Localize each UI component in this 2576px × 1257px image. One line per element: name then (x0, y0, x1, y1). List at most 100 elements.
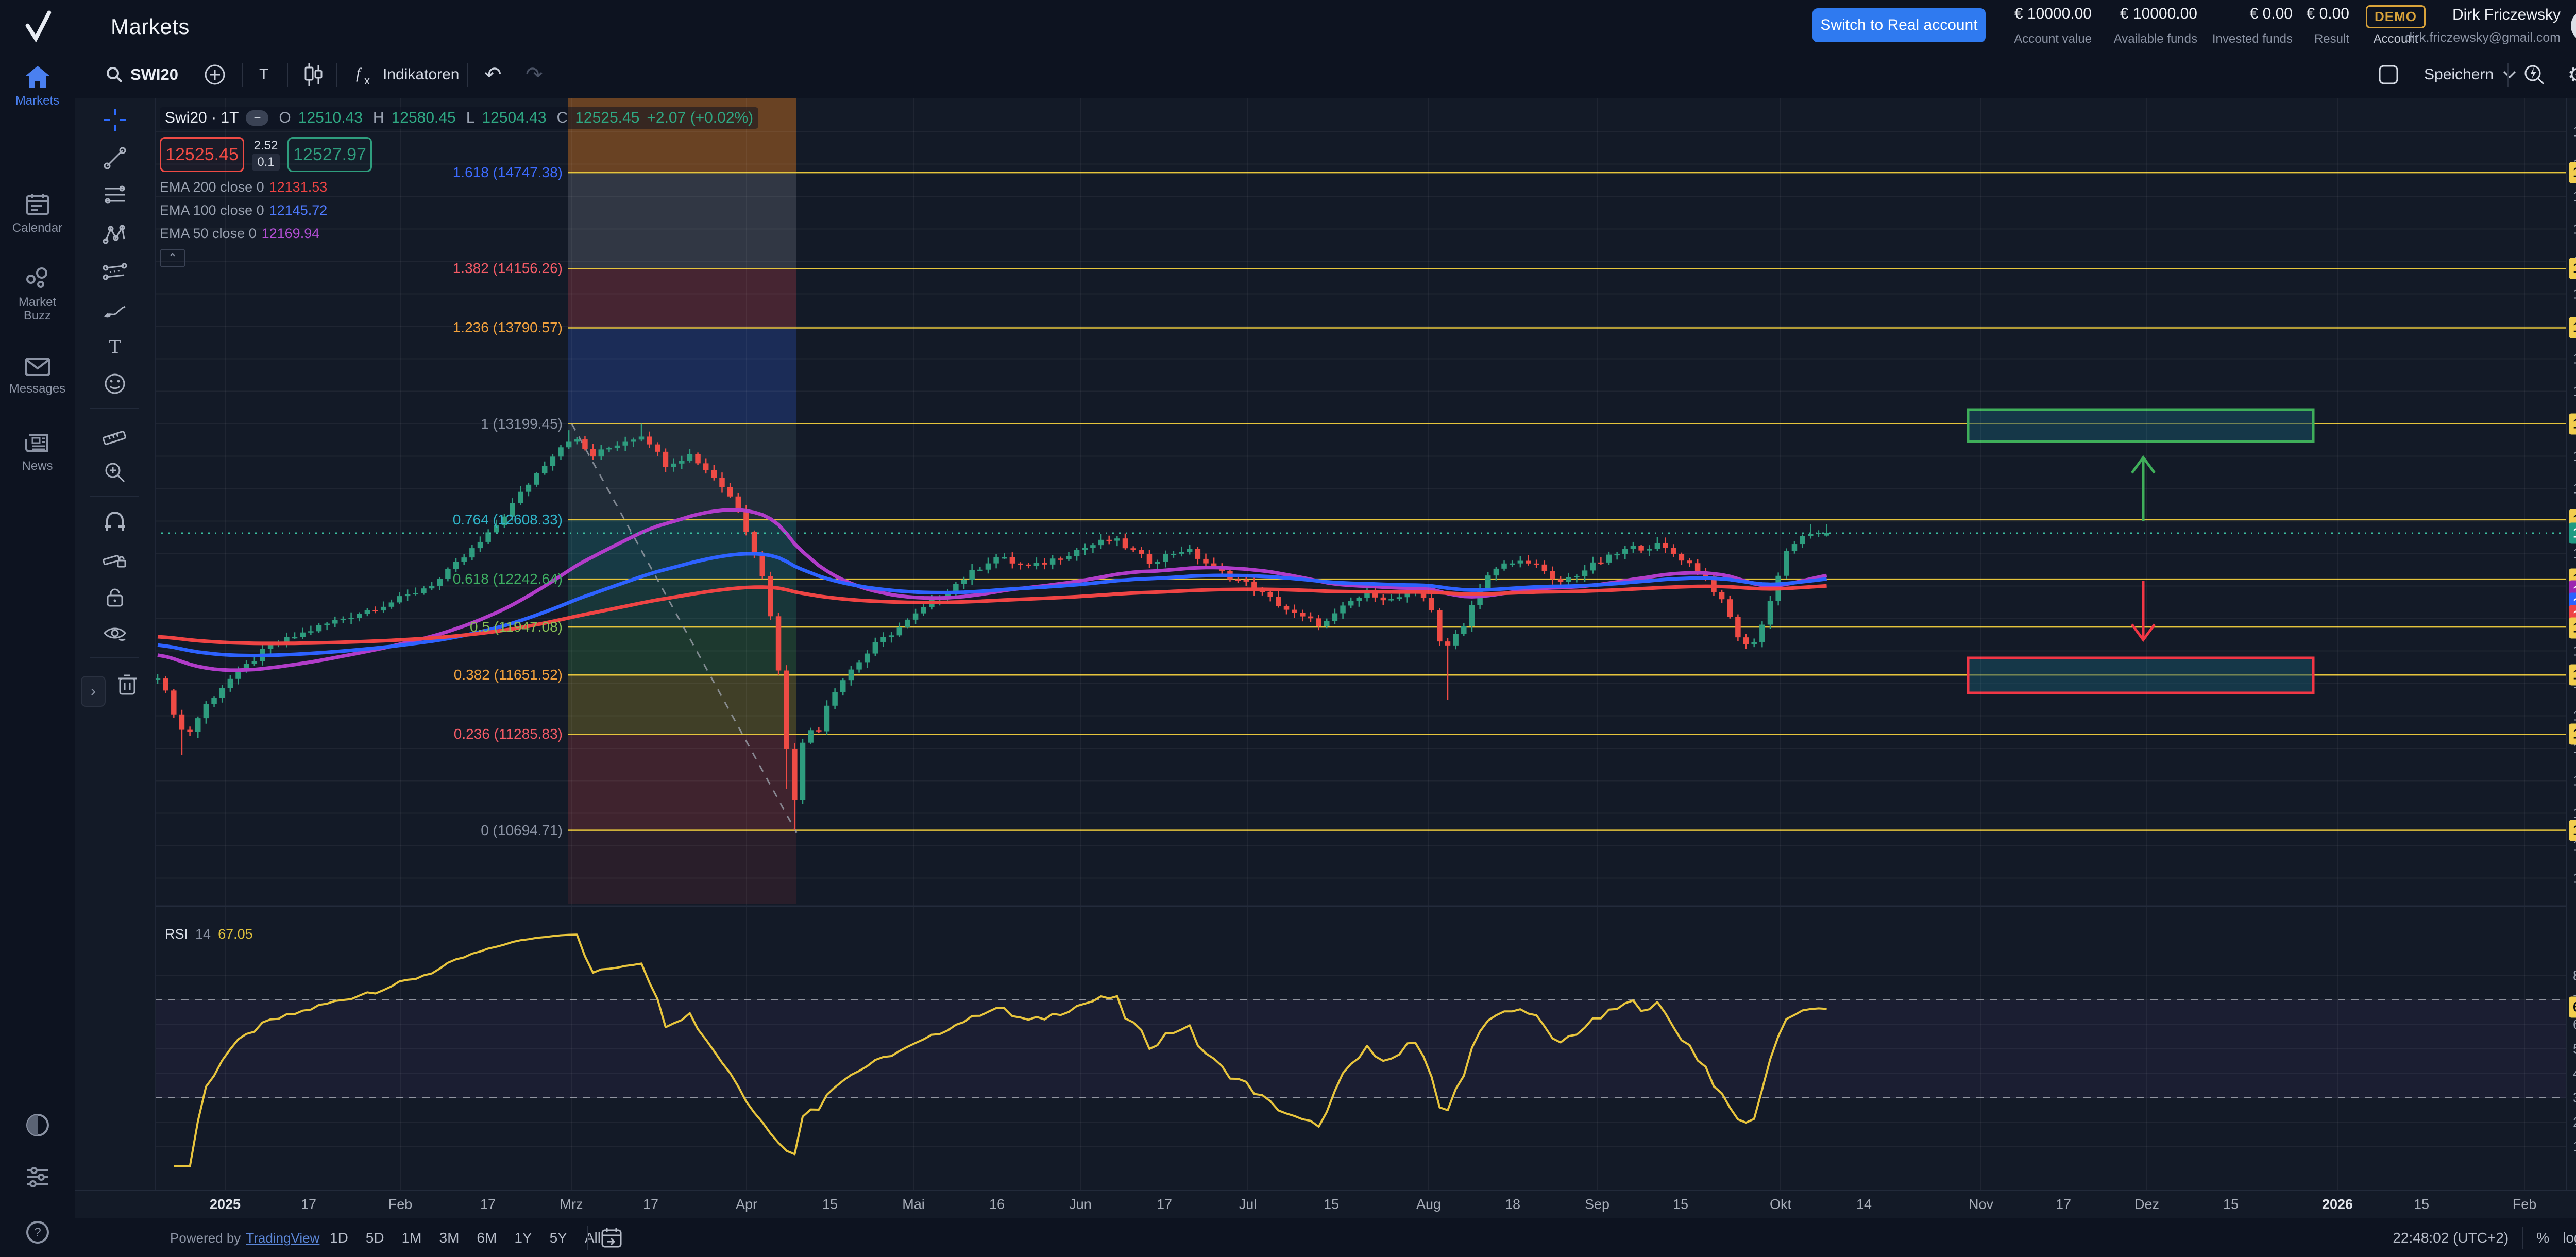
range-button-6m[interactable]: 6M (477, 1230, 497, 1246)
rsi-legend[interactable]: RSI 14 67.05 (165, 926, 253, 942)
tool-fib-retracement[interactable] (89, 180, 141, 212)
switch-to-real-button[interactable]: Switch to Real account (1812, 8, 1986, 42)
drawing-toolbar-collapse[interactable]: › (81, 676, 106, 707)
ema-100-row[interactable]: EMA 100 close 0 12145.72 (160, 202, 328, 218)
price-badge: 13790.57 (2569, 317, 2576, 338)
tool-crosshair[interactable] (89, 104, 141, 136)
tool-emoji[interactable] (89, 368, 141, 400)
drawing-toolbar: T (75, 98, 156, 1190)
legend-symbol[interactable]: Swi20 · 1T (165, 109, 239, 126)
price-badge: 14156.26 (2569, 258, 2576, 279)
tool-text[interactable]: T (89, 331, 141, 363)
range-button-5d[interactable]: 5D (365, 1230, 384, 1246)
legend-collapse-button[interactable]: ⌃ (160, 249, 185, 267)
sidebar-item-news[interactable]: News (0, 432, 75, 473)
home-icon (25, 66, 49, 88)
range-button-1y[interactable]: 1Y (514, 1230, 532, 1246)
tool-xabcd-pattern[interactable] (89, 218, 141, 250)
price-badge: 11947.08 (2569, 617, 2576, 639)
legend-ohlc-row: Swi20 · 1T − O 12510.43 H 12580.45 L 12504.… (160, 107, 759, 129)
brand-logo-icon[interactable] (20, 8, 56, 44)
price-chart[interactable] (155, 98, 2576, 1217)
range-button-5y[interactable]: 5Y (549, 1230, 567, 1246)
sidebar-item-market-buzz[interactable]: Market Buzz (0, 267, 75, 323)
drawing-edit-icon (103, 555, 126, 568)
ema-50-row[interactable]: EMA 50 close 0 12169.94 (160, 226, 320, 241)
brush-icon (104, 305, 126, 318)
tradingview-link[interactable]: TradingView (246, 1230, 320, 1246)
bottom-toolbar: Powered by TradingView 1D 5D 1M 3M 6M 1Y 5Y All… (75, 1217, 2576, 1257)
fib-level-label: 0.236 (11285.83) (453, 726, 563, 742)
chart-area: T (75, 98, 2576, 1218)
time-tick: Feb (2512, 1196, 2537, 1212)
avatar[interactable] (2571, 9, 2576, 42)
interval-button[interactable]: T (259, 52, 268, 98)
search-icon (107, 67, 123, 83)
powered-by-text: Powered by (170, 1230, 241, 1246)
open-value: 12510.43 (298, 109, 363, 126)
price-badge: 12525.45 (2569, 522, 2576, 544)
layout-button[interactable] (2378, 52, 2399, 98)
time-tick: 17 (642, 1196, 659, 1212)
symbol-search-button[interactable]: SWI20 (106, 52, 178, 98)
tool-ruler[interactable] (89, 418, 141, 450)
sidebar-item-calendar[interactable]: Calendar (0, 192, 75, 235)
range-button-1d[interactable]: 1D (330, 1230, 348, 1246)
preferences-sliders-icon (26, 1167, 48, 1187)
compare-add-button[interactable] (204, 52, 226, 98)
spread-value: 2.52 (253, 139, 278, 152)
tool-drawing-edit[interactable] (89, 544, 141, 576)
range-button-3m[interactable]: 3M (439, 1230, 460, 1246)
price-axis[interactable]: 15000.0014800.0014600.0014400.0014200.00… (2566, 98, 2576, 1217)
time-axis[interactable]: ⚙ 202517Feb17Mrz17Apr15Mai16Jun17Jul15Au… (75, 1190, 2576, 1218)
ema-200-row[interactable]: EMA 200 close 0 12131.53 (160, 179, 328, 195)
sidebar-item-label: Market Buzz (18, 295, 57, 323)
lock-icon (107, 588, 123, 607)
demo-caption: Account (2373, 32, 2418, 46)
time-tick: Dez (2134, 1196, 2160, 1212)
theme-toggle[interactable] (0, 1113, 75, 1137)
undo-button[interactable]: ↶ (484, 52, 502, 98)
redo-button[interactable]: ↷ (526, 52, 543, 98)
account-type: DEMO Account (2365, 5, 2427, 46)
quick-search-button[interactable] (2523, 52, 2546, 98)
chart-type-button[interactable] (302, 52, 325, 98)
time-tick: 16 (989, 1196, 1005, 1212)
tool-projection[interactable] (89, 257, 141, 288)
chart-settings-button[interactable]: ⚙ (2567, 52, 2576, 98)
quote-panel: 12525.45 2.52 0.1 12527.97 (160, 137, 758, 172)
legend-collapse-pill[interactable]: − (246, 110, 269, 126)
tool-lock[interactable] (89, 581, 141, 613)
bubbles-icon (26, 267, 47, 288)
price-badge: 11285.83 (2569, 723, 2576, 745)
tool-remove-drawings[interactable] (101, 669, 153, 701)
preferences-button[interactable] (0, 1165, 75, 1189)
tool-trend-line[interactable] (89, 142, 141, 174)
toolbar-divider (90, 408, 139, 409)
fib-level-label: 0.382 (11651.52) (453, 667, 563, 683)
svg-text:f: f (356, 65, 362, 82)
save-layout-button[interactable]: Speichern (2424, 52, 2516, 98)
tool-zoom-in[interactable] (89, 456, 141, 488)
tool-hide-drawings[interactable] (89, 618, 141, 650)
buy-button[interactable]: 12527.97 (287, 137, 372, 172)
fib-level-label: 0.5 (11947.08) (469, 619, 563, 635)
log-scale-button[interactable]: log (2563, 1230, 2576, 1246)
sidebar-item-messages[interactable]: Messages (0, 356, 75, 396)
chevron-down-icon (2503, 71, 2516, 79)
help-button[interactable]: ? (0, 1220, 75, 1245)
tool-brush[interactable] (89, 295, 141, 327)
available-funds-caption: Available funds (2113, 32, 2197, 46)
save-label: Speichern (2424, 66, 2494, 83)
range-button-1m[interactable]: 1M (401, 1230, 422, 1246)
sidebar-item-markets[interactable]: Markets (0, 64, 75, 108)
go-to-date-button[interactable] (600, 1218, 623, 1257)
time-tick: 17 (2055, 1196, 2072, 1212)
tool-magnet[interactable] (89, 506, 141, 538)
time-tick: 17 (300, 1196, 317, 1212)
sell-button[interactable]: 12525.45 (160, 137, 244, 172)
interval-label: T (259, 66, 269, 83)
price-badge: 67.05 (2569, 996, 2576, 1018)
percent-scale-button[interactable]: % (2536, 1230, 2550, 1246)
